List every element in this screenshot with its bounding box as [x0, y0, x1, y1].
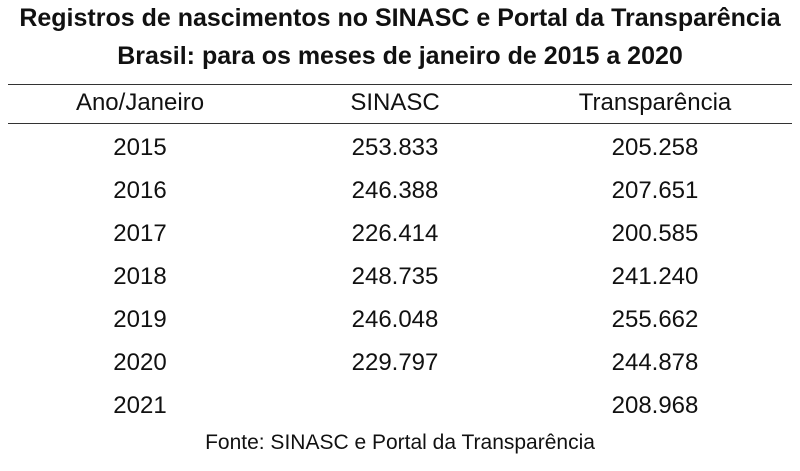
rule [8, 84, 792, 85]
table-cell: 248.735 [351, 263, 439, 290]
table-cell: 2019 [113, 306, 167, 333]
table-cell: 246.388 [351, 177, 439, 204]
table-cell: 200.585 [611, 220, 699, 247]
table-cell: 2020 [113, 349, 167, 376]
column-header: SINASC [350, 89, 440, 116]
table-cell: 241.240 [611, 263, 699, 290]
column-header: Ano/Janeiro [75, 89, 205, 116]
table-cell: 208.968 [611, 392, 699, 419]
table-cell: 2016 [113, 177, 167, 204]
table-cell: 2015 [113, 134, 167, 161]
table-cell: 255.662 [611, 306, 699, 333]
table-cell: 2017 [113, 220, 167, 247]
table-cell: 207.651 [611, 177, 699, 204]
table-cell: 246.048 [351, 306, 439, 333]
rule [8, 123, 792, 124]
table-cell: 253.833 [351, 134, 439, 161]
table-cell: 244.878 [611, 349, 699, 376]
table-cell: 205.258 [611, 134, 699, 161]
table-cell: 226.414 [351, 220, 439, 247]
title-line: Brasil: para os meses de janeiro de 2015… [117, 42, 683, 70]
column-header: Transparência [578, 89, 732, 116]
table-cell: 2021 [113, 392, 167, 419]
title-line: Registros de nascimentos no SINASC e Por… [19, 4, 781, 32]
source-note: Fonte: SINASC e Portal da Transparência [205, 431, 595, 454]
table-cell: 229.797 [351, 349, 439, 376]
table-cell: 2018 [113, 263, 167, 290]
